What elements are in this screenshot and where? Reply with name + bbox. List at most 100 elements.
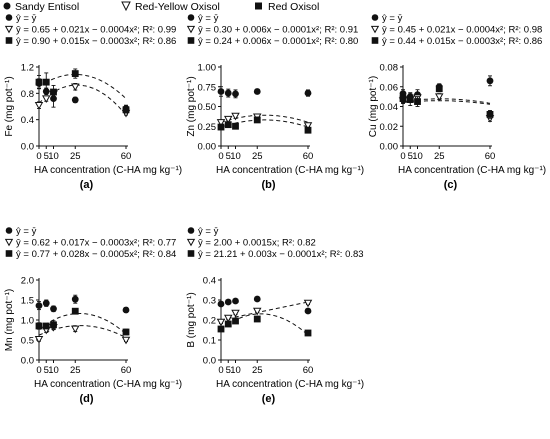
y-tick-label-e-3: 0.3 (203, 296, 216, 307)
point-e-square-1 (224, 320, 232, 328)
point-c-square-4 (486, 111, 494, 118)
point-e-circle-1 (224, 298, 232, 306)
y-tick-label-e-0: 0.0 (203, 356, 216, 367)
point-e-triangle-0 (216, 318, 226, 327)
y-tick-label-b-0: 0.00 (198, 142, 217, 153)
x-tick-label-b-3: 25 (252, 151, 263, 162)
top-legend: Sandy Entisol Red-Yellow Oxisol Red Oxis… (3, 1, 319, 13)
point-b-triangle-0 (216, 119, 226, 127)
point-a-triangle-1 (42, 95, 51, 104)
x-tick-label-e-1: 5 (226, 365, 231, 376)
y-tick-label-c-1: 0.02 (380, 122, 399, 133)
x-tick-label-e-0: 0 (218, 365, 223, 376)
equation-e-1: ŷ = 2.00 + 0.0015x; R²: 0.82 (198, 238, 316, 249)
panel-c: ŷ = ȳŷ = 0.45 + 0.021x − 0.0004x²; R²: 0… (368, 13, 546, 191)
x-tick-label-d-4: 60 (121, 365, 132, 376)
point-d-circle-2 (50, 305, 57, 313)
point-c-triangle-3 (435, 93, 444, 102)
panel-letter-c: (c) (444, 179, 458, 191)
point-d-triangle-0 (34, 335, 44, 344)
legend-square-marker-c (371, 37, 379, 44)
y-tick-label-b-2: 0.50 (198, 102, 217, 113)
point-e-triangle-3 (253, 307, 262, 316)
y-tick-label-d-4: 2.0 (21, 276, 34, 287)
y-tick-label-d-1: 0.5 (21, 336, 34, 347)
x-axis-title-d: HA concentration (C-HA mg kg⁻¹) (34, 379, 182, 390)
point-d-square-4 (122, 328, 130, 336)
point-e-circle-3 (253, 295, 261, 303)
point-e-triangle-2 (231, 309, 240, 318)
point-e-circle-0 (217, 300, 225, 308)
point-e-circle-2 (232, 297, 239, 305)
equation-a-1: ŷ = 0.65 + 0.021x − 0.0004x²; R²: 0.99 (16, 25, 176, 36)
point-d-triangle-3 (71, 325, 80, 334)
equation-e-0: ŷ = ȳ (198, 226, 219, 237)
equation-b-0: ŷ = ȳ (198, 13, 219, 24)
point-d-square-0 (35, 322, 43, 330)
legend-red-yellow-marker (121, 1, 131, 12)
point-c-square-0 (399, 95, 407, 102)
x-tick-label-d-3: 25 (70, 365, 81, 376)
point-d-square-3 (71, 307, 79, 315)
x-tick-label-c-2: 10 (412, 151, 423, 162)
y-tick-label-c-4: 0.08 (380, 63, 399, 74)
panel-b: ŷ = ȳŷ = 0.30 + 0.006x − 0.0001x²; R²: 0… (186, 13, 364, 191)
x-tick-label-e-4: 60 (303, 365, 314, 376)
point-d-circle-4 (122, 306, 130, 314)
point-b-triangle-2 (231, 112, 240, 121)
point-c-square-2 (414, 98, 421, 105)
x-axis-title-a: HA concentration (C-HA mg kg⁻¹) (34, 165, 182, 176)
y-tick-label-d-3: 1.5 (21, 296, 34, 307)
point-b-square-1 (224, 121, 232, 129)
y-tick-label-d-0: 0.0 (21, 356, 34, 367)
y-tick-label-d-2: 1.0 (21, 316, 34, 327)
y-tick-label-a-0: 0.0 (21, 142, 34, 153)
x-tick-label-c-1: 5 (408, 151, 413, 162)
panels: ŷ = ȳŷ = 0.65 + 0.021x − 0.0004x²; R²: 0… (4, 13, 546, 405)
legend-red-yellow-label: Red-Yellow Oxisol (135, 1, 220, 13)
legend-red-marker (255, 2, 262, 10)
y-axis-title-a: Fe (mg pot⁻¹) (4, 76, 15, 136)
x-tick-label-d-2: 10 (48, 365, 59, 376)
x-tick-label-b-4: 60 (303, 151, 314, 162)
legend-sandy-marker (3, 2, 11, 10)
legend-triangle-marker-b (186, 25, 196, 34)
point-c-circle-4 (486, 77, 494, 85)
legend-square-marker-d (5, 250, 13, 257)
point-b-square-3 (253, 116, 261, 124)
point-a-triangle-0 (34, 101, 44, 110)
equation-d-0: ŷ = ȳ (16, 226, 37, 237)
x-tick-label-e-3: 25 (252, 365, 263, 376)
legend-square-marker-b (187, 37, 195, 44)
point-d-circle-1 (42, 299, 50, 307)
legend-triangle-marker-d (4, 238, 14, 247)
y-tick-label-c-0: 0.00 (380, 142, 399, 153)
y-axis-title-e: B (mg pot⁻¹) (186, 292, 197, 347)
point-b-circle-3 (253, 88, 261, 95)
y-axis-title-b: Zn (mg pot⁻¹) (186, 76, 197, 136)
legend-triangle-marker-a (4, 25, 14, 34)
point-e-triangle-4 (303, 299, 313, 308)
y-tick-label-c-3: 0.06 (380, 82, 399, 93)
y-tick-label-a-2: 0.8 (21, 89, 34, 100)
y-tick-label-a-3: 1.2 (21, 63, 34, 74)
x-tick-label-c-3: 25 (434, 151, 445, 162)
y-tick-label-b-3: 0.75 (198, 82, 217, 93)
legend-square-marker-a (5, 37, 13, 44)
equation-a-0: ŷ = ȳ (16, 13, 37, 24)
point-b-circle-0 (217, 88, 225, 95)
y-tick-label-b-4: 1.00 (198, 63, 217, 74)
point-d-square-1 (42, 322, 50, 330)
legend-circle-marker-d (5, 227, 13, 234)
fit-curve-d-square (38, 313, 127, 335)
y-tick-label-e-4: 0.4 (203, 276, 216, 287)
legend-circle-marker-b (187, 14, 195, 21)
x-tick-label-b-1: 5 (226, 151, 231, 162)
fit-curve-a-square (38, 73, 127, 99)
point-a-square-0 (35, 78, 43, 86)
equation-d-1: ŷ = 0.62 + 0.017x − 0.0003x²; R²: 0.77 (16, 238, 176, 249)
point-a-square-2 (50, 88, 57, 96)
point-b-square-2 (232, 122, 239, 130)
panel-letter-a: (a) (80, 179, 94, 191)
